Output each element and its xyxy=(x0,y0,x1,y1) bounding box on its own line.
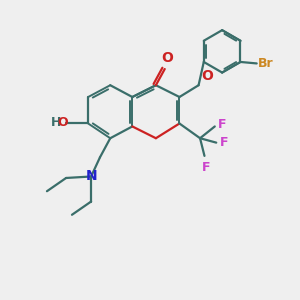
Text: F: F xyxy=(202,161,210,174)
Text: O: O xyxy=(57,116,68,128)
Text: O: O xyxy=(161,52,173,65)
Text: N: N xyxy=(85,169,97,184)
Text: F: F xyxy=(220,136,228,149)
Text: F: F xyxy=(218,118,227,131)
Text: Br: Br xyxy=(258,57,274,70)
Text: H: H xyxy=(51,116,62,128)
Text: O: O xyxy=(202,69,213,83)
